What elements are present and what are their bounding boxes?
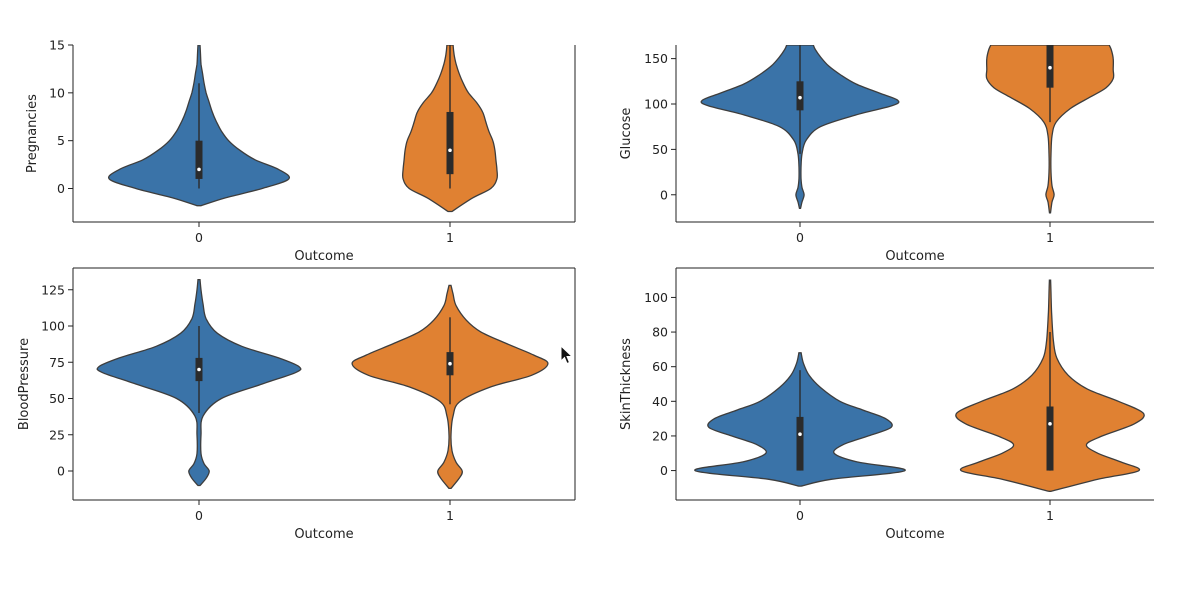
y-tick-label: 100	[41, 319, 65, 334]
iqr-box-outcome-0	[796, 81, 804, 111]
median-dot-outcome-1	[1048, 422, 1052, 426]
x-tick-label: 1	[446, 230, 454, 245]
violins	[694, 279, 1145, 492]
y-tick-label: 0	[660, 463, 668, 478]
y-axis-label: Pregnancies	[25, 94, 40, 173]
y-tick-label: 25	[49, 427, 65, 442]
y-axis-label: Glucose	[619, 108, 634, 160]
violins	[107, 45, 499, 213]
y-tick-label: 75	[49, 355, 65, 370]
glucose-violin-plot: 0 50 100 150 0 1 Outcome Glucose	[619, 45, 1154, 264]
y-tick-label: 0	[57, 181, 65, 196]
x-tick-label: 0	[796, 230, 804, 245]
x-tick-label: 0	[796, 508, 804, 523]
x-tick-label: 0	[195, 508, 203, 523]
bloodpressure-violin-plot: 0 25 50 75 100 125 0 1 Outcome BloodPressure	[17, 267, 576, 542]
y-tick-label: 0	[660, 187, 668, 202]
y-tick-label: 20	[652, 428, 668, 443]
y-tick-label: 40	[652, 394, 668, 409]
y-axis-label: SkinThickness	[619, 338, 634, 430]
y-tick-label: 80	[652, 325, 668, 340]
y-tick-label: 60	[652, 359, 668, 374]
median-dot-outcome-0	[197, 167, 201, 172]
median-dot-outcome-0	[798, 95, 802, 100]
median-dot-outcome-0	[197, 367, 201, 372]
x-tick-label: 0	[195, 230, 203, 245]
y-tick-label: 50	[49, 391, 65, 406]
x-tick-label: 1	[1046, 508, 1054, 523]
x-axis-label: Outcome	[294, 527, 353, 542]
y-tick-label: 0	[57, 464, 65, 479]
mouse-pointer-icon	[560, 345, 574, 365]
violins	[96, 278, 549, 490]
median-dot-outcome-0	[798, 432, 802, 437]
median-dot-outcome-1	[448, 361, 452, 366]
x-axis-label: Outcome	[294, 249, 353, 264]
iqr-box-outcome-0	[195, 140, 203, 179]
x-tick-label: 1	[446, 508, 454, 523]
iqr-box-outcome-0	[796, 416, 804, 471]
violin-outcome-1	[985, 45, 1115, 214]
violins	[700, 45, 1115, 214]
y-tick-label: 15	[49, 38, 65, 53]
median-dot-outcome-1	[448, 148, 452, 153]
y-tick-label: 150	[644, 51, 668, 66]
skinthickness-violin-plot: 0 20 40 60 80 100 0 1 Outcome SkinThickness	[619, 267, 1154, 542]
y-axis-label: BloodPressure	[17, 338, 32, 430]
y-tick-label: 100	[644, 290, 668, 305]
y-tick-label: 125	[41, 282, 65, 297]
y-tick-label: 10	[49, 85, 65, 100]
x-axis-label: Outcome	[885, 249, 944, 264]
y-tick-label: 50	[652, 142, 668, 157]
median-dot-outcome-1	[1048, 65, 1052, 70]
y-tick-label: 5	[57, 133, 65, 148]
iqr-box-outcome-1	[1046, 406, 1054, 471]
iqr-box-outcome-1	[446, 111, 454, 175]
x-axis-label: Outcome	[885, 527, 944, 542]
pregnancies-violin-plot: 0 5 10 15 0 1 Outcome Pregnancies	[25, 38, 576, 264]
y-tick-label: 100	[644, 97, 668, 112]
x-tick-label: 1	[1046, 230, 1054, 245]
